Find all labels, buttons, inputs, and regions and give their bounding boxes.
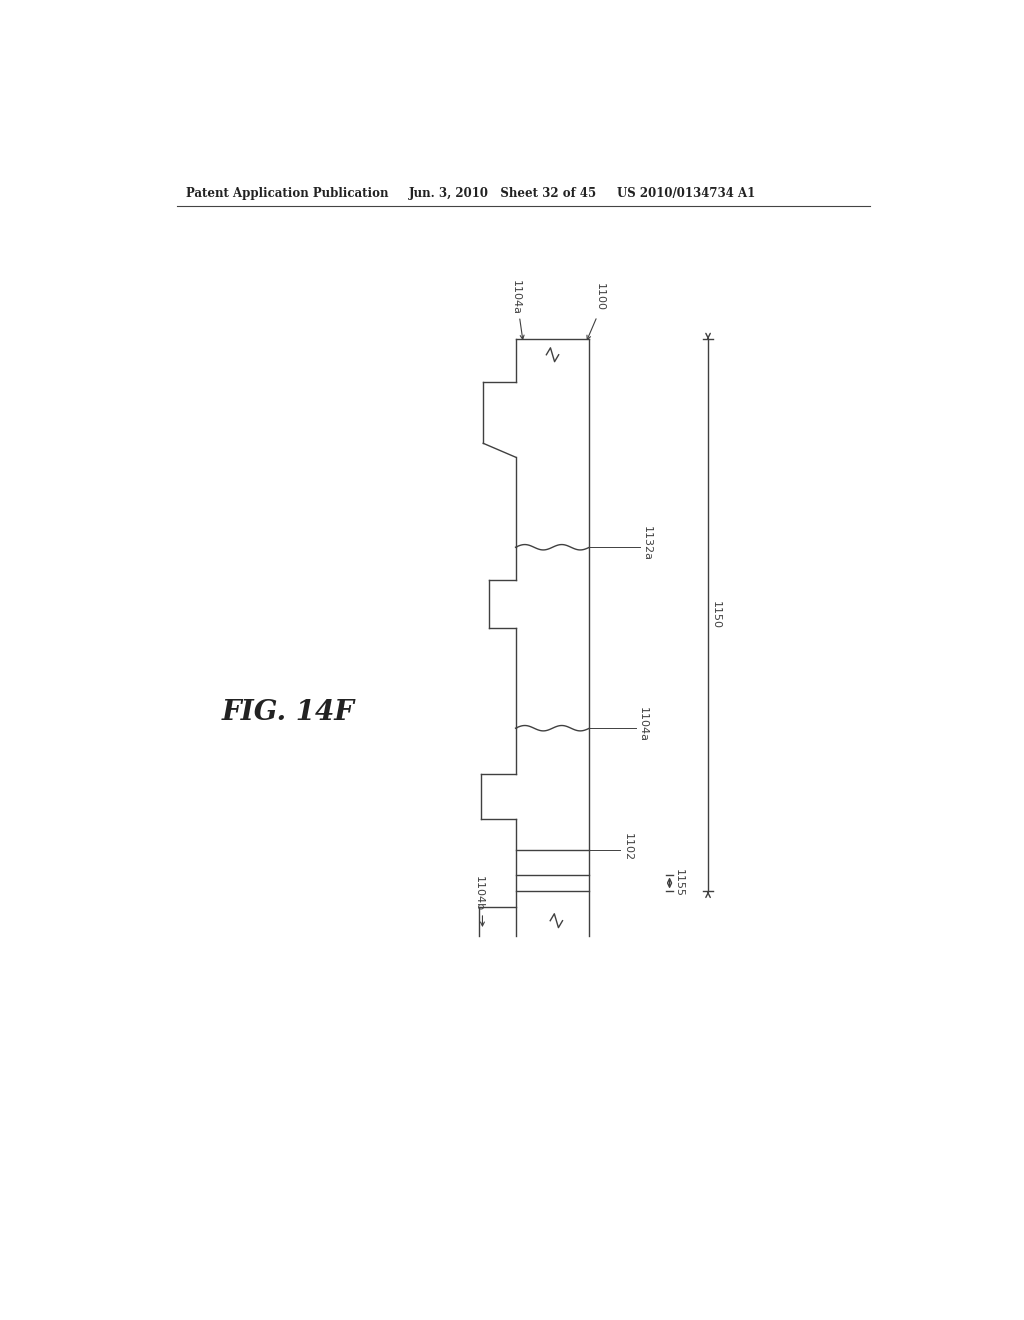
Text: FIG. 14F: FIG. 14F: [221, 700, 354, 726]
Text: 1104b: 1104b: [473, 876, 483, 911]
Text: 1155: 1155: [674, 869, 683, 898]
Text: 1150: 1150: [711, 601, 721, 630]
Text: Patent Application Publication: Patent Application Publication: [186, 186, 388, 199]
Text: 1104a: 1104a: [638, 706, 648, 742]
Text: 1100: 1100: [595, 282, 605, 312]
Text: 1102: 1102: [623, 833, 633, 862]
Text: US 2010/0134734 A1: US 2010/0134734 A1: [617, 186, 756, 199]
Text: 1104a: 1104a: [511, 280, 520, 314]
Text: 1132a: 1132a: [642, 525, 652, 561]
Text: Jun. 3, 2010   Sheet 32 of 45: Jun. 3, 2010 Sheet 32 of 45: [410, 186, 597, 199]
